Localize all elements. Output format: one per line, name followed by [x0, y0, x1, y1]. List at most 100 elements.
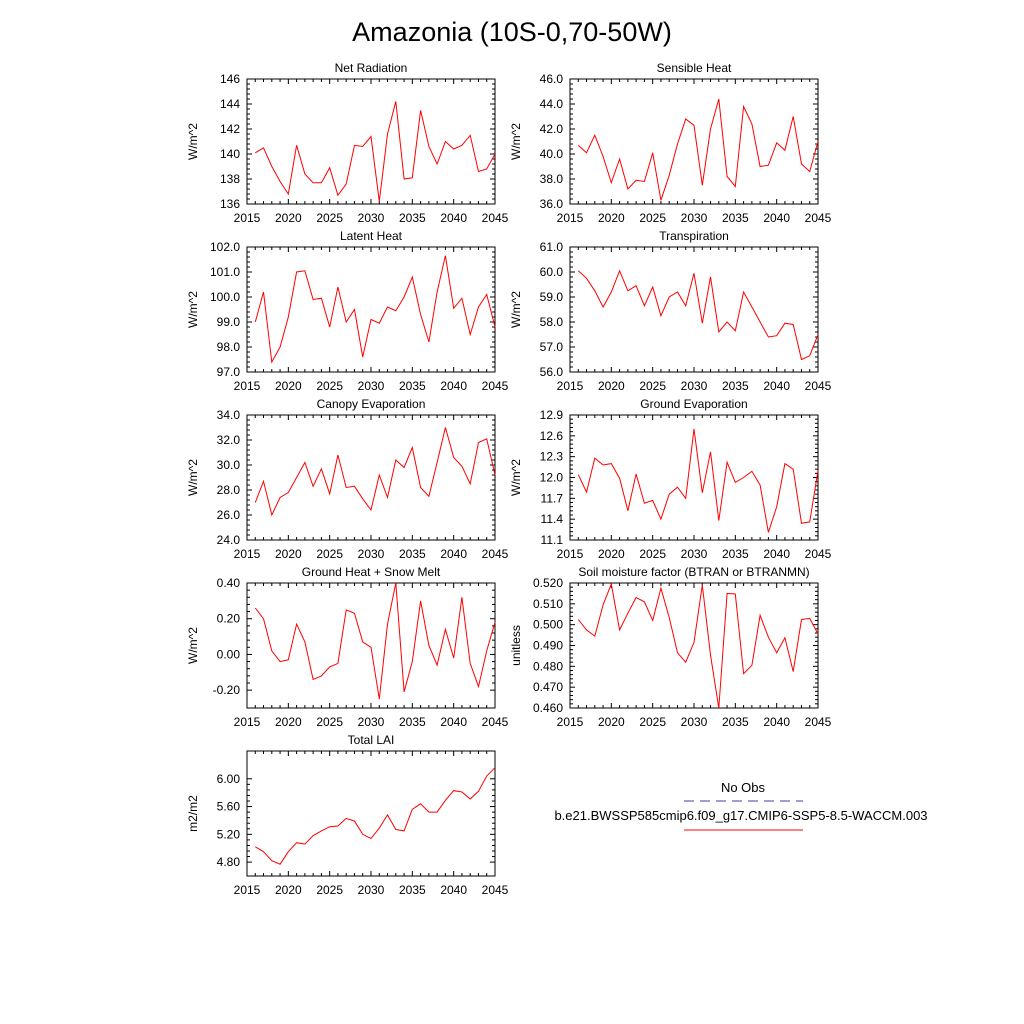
panel-title: Total LAI	[348, 733, 395, 747]
series-line	[254, 582, 496, 700]
plot-frame	[246, 414, 496, 541]
plot-frame	[246, 246, 496, 373]
panel-title: Transpiration	[659, 229, 729, 243]
y-axis-label: W/m^2	[186, 627, 200, 664]
x-tick-label: 2035	[399, 211, 426, 225]
x-tick-label: 2025	[316, 211, 343, 225]
y-tick-label: 12.9	[540, 408, 564, 422]
y-tick-label: 36.0	[540, 197, 564, 211]
x-tick-label: 2030	[358, 379, 385, 393]
panel-title: Sensible Heat	[657, 61, 732, 75]
x-tick-label: 2045	[805, 211, 832, 225]
y-tick-label: 98.0	[217, 340, 241, 354]
x-tick-label: 2015	[234, 211, 261, 225]
y-tick-label: 102.0	[210, 240, 240, 254]
y-tick-label: 6.00	[217, 772, 241, 786]
x-tick-label: 2035	[722, 211, 749, 225]
x-tick-label: 2020	[275, 715, 302, 729]
y-axis-label: W/m^2	[186, 459, 200, 496]
y-tick-label: 12.0	[540, 471, 564, 485]
x-tick-label: 2015	[234, 379, 261, 393]
x-tick-label: 2030	[358, 547, 385, 561]
y-tick-label: 5.20	[217, 827, 241, 841]
y-tick-label: -0.20	[213, 683, 241, 697]
x-tick-label: 2040	[763, 211, 790, 225]
x-tick-label: 2035	[399, 547, 426, 561]
x-tick-label: 2045	[482, 211, 509, 225]
plot-frame	[569, 78, 819, 205]
y-tick-label: 42.0	[540, 122, 564, 136]
x-tick-label: 2025	[639, 379, 666, 393]
panel-7: Soil moisture factor (BTRAN or BTRANMN) u…	[509, 565, 832, 729]
y-tick-label: 59.0	[540, 290, 564, 304]
x-tick-label: 2020	[598, 547, 625, 561]
panel-4: Canopy Evaporation W/m^2 2015 2020 2025 2030 2…	[186, 397, 509, 561]
y-tick-label: 4.80	[217, 855, 241, 869]
y-tick-label: 32.0	[217, 433, 241, 447]
series-line	[577, 428, 819, 533]
y-tick-label: 0.490	[533, 639, 563, 653]
x-tick-label: 2025	[639, 547, 666, 561]
y-tick-label: 26.0	[217, 508, 241, 522]
x-tick-label: 2015	[557, 715, 584, 729]
panel-title: Soil moisture factor (BTRAN or BTRANMN)	[578, 565, 809, 579]
y-axis-label: W/m^2	[186, 123, 200, 160]
y-tick-label: 140	[220, 147, 240, 161]
panel-title: Ground Evaporation	[640, 397, 747, 411]
plot-frame	[246, 78, 496, 205]
x-tick-label: 2025	[316, 883, 343, 897]
x-tick-label: 2035	[399, 379, 426, 393]
x-tick-label: 2015	[557, 547, 584, 561]
y-tick-label: 101.0	[210, 265, 240, 279]
x-tick-label: 2035	[722, 379, 749, 393]
x-tick-label: 2015	[557, 379, 584, 393]
panels-container: Net Radiation W/m^2 2015 2020 2025 2030 2035 20…	[186, 61, 832, 897]
x-tick-label: 2040	[763, 715, 790, 729]
y-tick-label: 38.0	[540, 172, 564, 186]
y-tick-label: 0.460	[533, 701, 563, 715]
y-tick-label: 0.480	[533, 659, 563, 673]
y-tick-label: 58.0	[540, 315, 564, 329]
y-tick-label: 30.0	[217, 458, 241, 472]
y-tick-label: 57.0	[540, 340, 564, 354]
y-tick-label: 138	[220, 172, 240, 186]
x-tick-label: 2030	[358, 883, 385, 897]
legend-model-label: b.e21.BWSSP585cmip6.f09_g17.CMIP6-SSP5-8…	[554, 808, 927, 823]
y-tick-label: 144	[220, 97, 240, 111]
panel-title: Latent Heat	[340, 229, 403, 243]
y-tick-label: 0.500	[533, 618, 563, 632]
x-tick-label: 2040	[440, 379, 467, 393]
panel-3: Transpiration W/m^2 2015 2020 2025 2030 2035 20…	[509, 229, 832, 393]
x-tick-label: 2035	[722, 547, 749, 561]
x-tick-label: 2045	[805, 715, 832, 729]
x-tick-label: 2015	[234, 715, 261, 729]
series-line	[255, 767, 496, 865]
series-line	[254, 255, 496, 364]
y-axis-label: unitless	[509, 625, 523, 666]
x-tick-label: 2025	[316, 547, 343, 561]
x-tick-label: 2035	[722, 715, 749, 729]
x-tick-label: 2045	[482, 883, 509, 897]
x-tick-label: 2020	[598, 211, 625, 225]
y-tick-label: 24.0	[217, 533, 241, 547]
x-tick-label: 2015	[557, 211, 584, 225]
panel-2: Latent Heat W/m^2 2015 2020 2025 2030 2035 2040…	[186, 229, 509, 393]
x-tick-label: 2030	[681, 379, 708, 393]
y-tick-label: 97.0	[217, 365, 241, 379]
figure-title: Amazonia (10S-0,70-50W)	[352, 17, 672, 47]
y-tick-label: 40.0	[540, 147, 564, 161]
x-tick-label: 2025	[316, 715, 343, 729]
y-tick-label: 56.0	[540, 365, 564, 379]
x-tick-label: 2045	[482, 547, 509, 561]
panel-title: Ground Heat + Snow Melt	[302, 565, 441, 579]
y-tick-label: 44.0	[540, 97, 564, 111]
y-tick-label: 0.00	[217, 647, 241, 661]
panel-0: Net Radiation W/m^2 2015 2020 2025 2030 2035 20…	[186, 61, 509, 225]
x-tick-label: 2030	[358, 211, 385, 225]
legend: No Obs b.e21.BWSSP585cmip6.f09_g17.CMIP6…	[554, 780, 928, 831]
y-axis-label: W/m^2	[186, 291, 200, 328]
y-tick-label: 12.3	[540, 450, 564, 464]
y-tick-label: 0.510	[533, 597, 563, 611]
x-tick-label: 2025	[316, 379, 343, 393]
panel-title: Canopy Evaporation	[317, 397, 426, 411]
